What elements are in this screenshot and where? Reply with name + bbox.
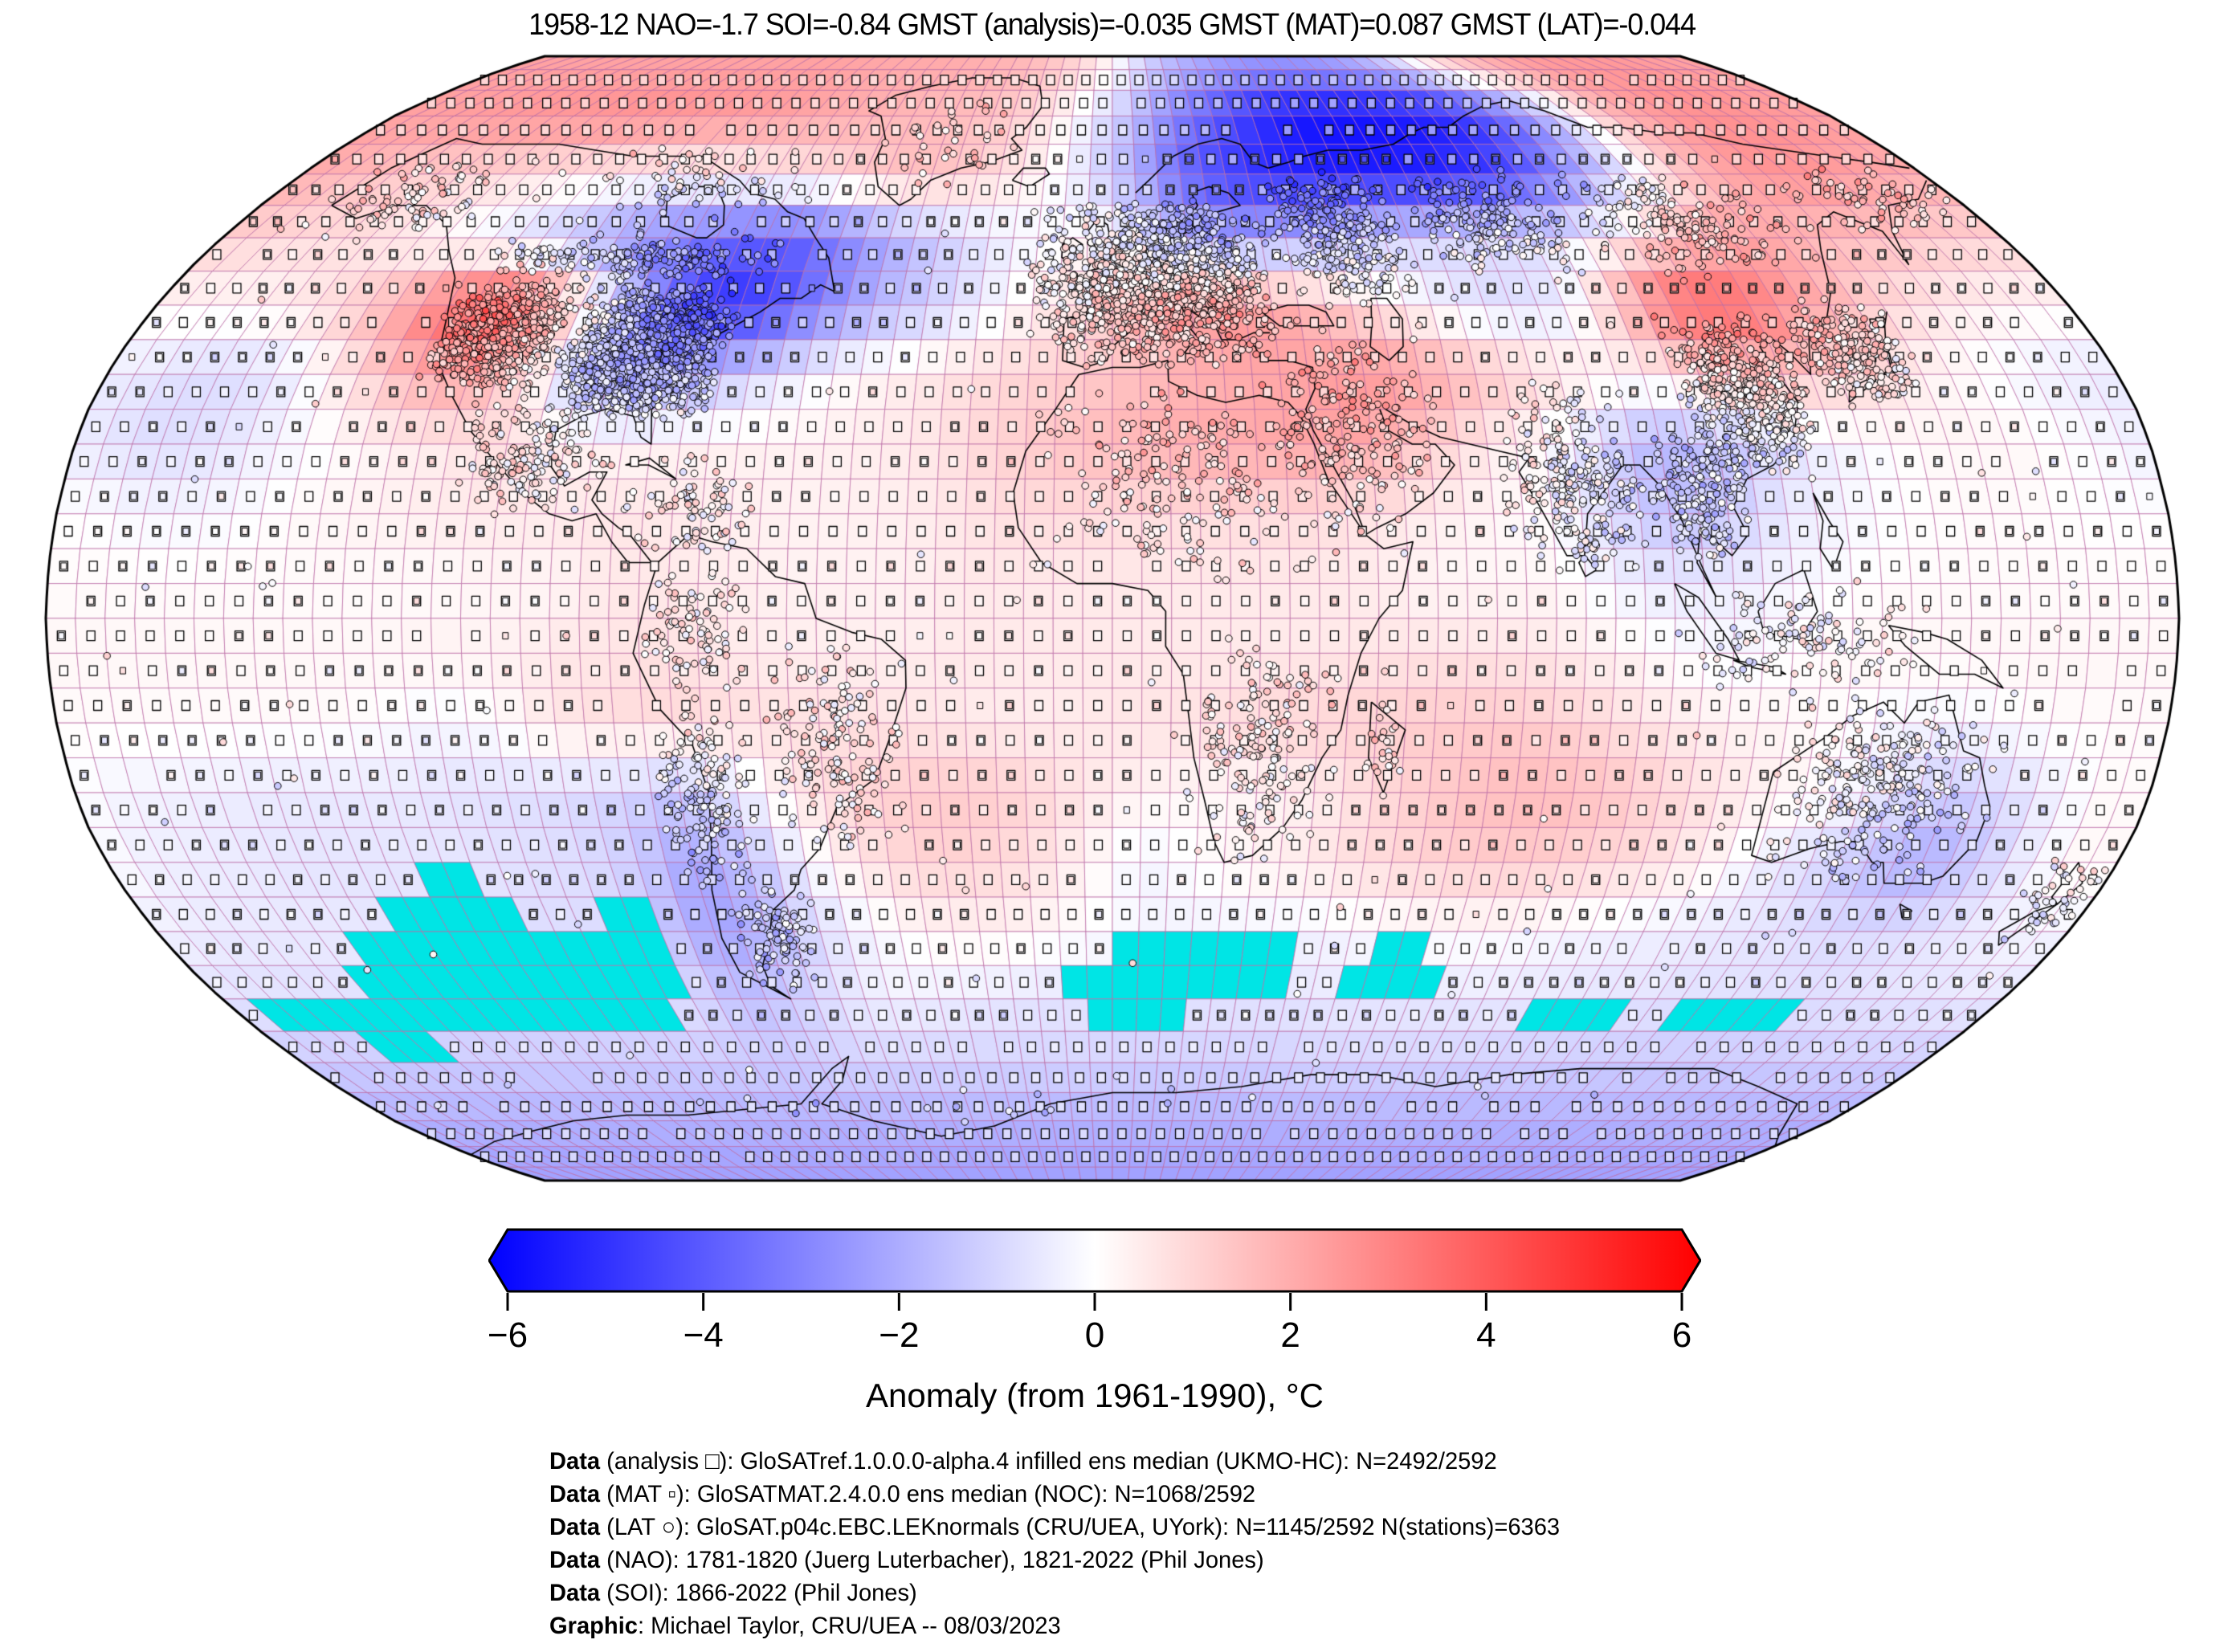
colorbar-bar [488, 1228, 1701, 1293]
attribution-line-label: Graphic [549, 1613, 638, 1639]
colorbar-tick-label: −2 [879, 1315, 920, 1355]
attribution-line: Data (LAT ○): GloSAT.p04c.EBC.LEKnormals… [549, 1511, 1560, 1544]
attribution-line-label: Data [549, 1481, 601, 1507]
colorbar-ticks [506, 1293, 1683, 1311]
attribution-line-label: Data [549, 1448, 601, 1475]
attribution-line-label: Data [549, 1514, 601, 1540]
colorbar-tick-label: 0 [1084, 1315, 1105, 1355]
attribution-line: Data (MAT ▫): GloSATMAT.2.4.0.0 ens medi… [549, 1478, 1560, 1511]
attribution-line-label: Data [549, 1580, 601, 1606]
colorbar-tick-label: −6 [487, 1315, 528, 1355]
colorbar [488, 1228, 1701, 1311]
attribution-line: Data (analysis □): GloSATref.1.0.0.0-alp… [549, 1445, 1560, 1478]
colorbar-tick-label: −4 [683, 1315, 724, 1355]
attribution-line: Graphic: Michael Taylor, CRU/UEA -- 08/0… [549, 1609, 1560, 1642]
attribution-line-text: (SOI): 1866-2022 (Phil Jones) [600, 1580, 917, 1606]
colorbar-tick-label: 4 [1476, 1315, 1496, 1355]
attribution-line-text: : Michael Taylor, CRU/UEA -- 08/03/2023 [637, 1613, 1061, 1639]
attribution-line: Data (NAO): 1781-1820 (Juerg Luterbacher… [549, 1544, 1560, 1577]
attribution-line-label: Data [549, 1547, 601, 1573]
attribution-block: Data (analysis □): GloSATref.1.0.0.0-alp… [549, 1445, 1560, 1642]
attribution-line: Data (SOI): 1866-2022 (Phil Jones) [549, 1577, 1560, 1609]
colorbar-tick-label: 6 [1671, 1315, 1692, 1355]
attribution-line-text: (NAO): 1781-1820 (Juerg Luterbacher), 18… [600, 1547, 1264, 1573]
figure-title: 1958-12 NAO=-1.7 SOI=-0.84 GMST (analysi… [528, 8, 1696, 42]
attribution-line-text: (LAT ○): GloSAT.p04c.EBC.LEKnormals (CRU… [600, 1514, 1561, 1540]
colorbar-tick-label: 2 [1280, 1315, 1300, 1355]
colorbar-axis-label: Anomaly (from 1961-1990), °C [865, 1377, 1324, 1414]
attribution-line-text: (MAT ▫): GloSATMAT.2.4.0.0 ens median (N… [600, 1481, 1256, 1507]
attribution-line-text: (analysis □): GloSATref.1.0.0.0-alpha.4 … [600, 1448, 1497, 1475]
